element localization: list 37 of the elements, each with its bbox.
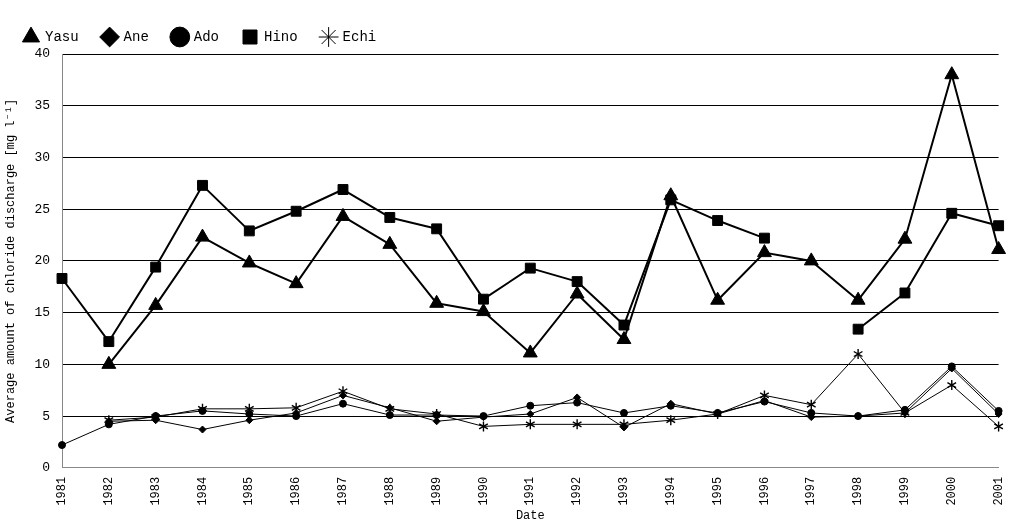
x-axis-title: Date: [515, 508, 545, 523]
x-tick-label: 1991: [523, 476, 538, 506]
y-tick-label: 20: [34, 253, 50, 269]
x-tick-label: 1992: [570, 476, 585, 506]
y-tick-label: 35: [34, 98, 50, 114]
x-tick-label: 1988: [382, 476, 397, 506]
x-tick-label: 1986: [289, 476, 304, 506]
y-tick-label: 5: [42, 408, 50, 424]
x-tick-label: 1995: [710, 476, 725, 506]
y-tick-label: 15: [34, 305, 50, 321]
x-tick-label: 1997: [804, 476, 819, 506]
legend-label: Ane: [123, 28, 149, 45]
x-tick-label: 1994: [663, 476, 678, 506]
x-tick-label: 1996: [757, 476, 772, 506]
legend-label: Yasu: [45, 28, 79, 45]
x-tick-label: 1989: [429, 476, 444, 506]
x-tick-label: 1983: [148, 476, 163, 506]
legend-label: Ado: [193, 28, 220, 45]
x-tick-label: 1998: [851, 476, 866, 506]
y-tick-label: 40: [34, 46, 50, 62]
x-tick-label: 1982: [102, 476, 116, 506]
y-tick-label: 0: [42, 460, 50, 476]
y-axis-title: Average amount of chloride discharge [mg l⁻¹]: [4, 98, 19, 423]
legend-label: Hino: [264, 28, 298, 45]
x-tick-label: 1985: [242, 476, 257, 506]
x-tick-label: 1984: [195, 476, 210, 506]
x-tick-label: 2000: [944, 476, 959, 506]
y-tick-label: 25: [34, 201, 50, 217]
x-tick-label: 2001: [991, 476, 1006, 506]
x-tick-label: 1993: [617, 476, 632, 506]
x-tick-label: 1999: [898, 476, 913, 506]
y-tick-label: 30: [34, 149, 50, 165]
x-tick-label: 1981: [55, 476, 70, 506]
x-tick-label: 1990: [476, 476, 491, 506]
legend-label: Echi: [342, 28, 377, 45]
x-tick-label: 1987: [336, 476, 351, 506]
y-tick-label: 10: [34, 356, 50, 372]
